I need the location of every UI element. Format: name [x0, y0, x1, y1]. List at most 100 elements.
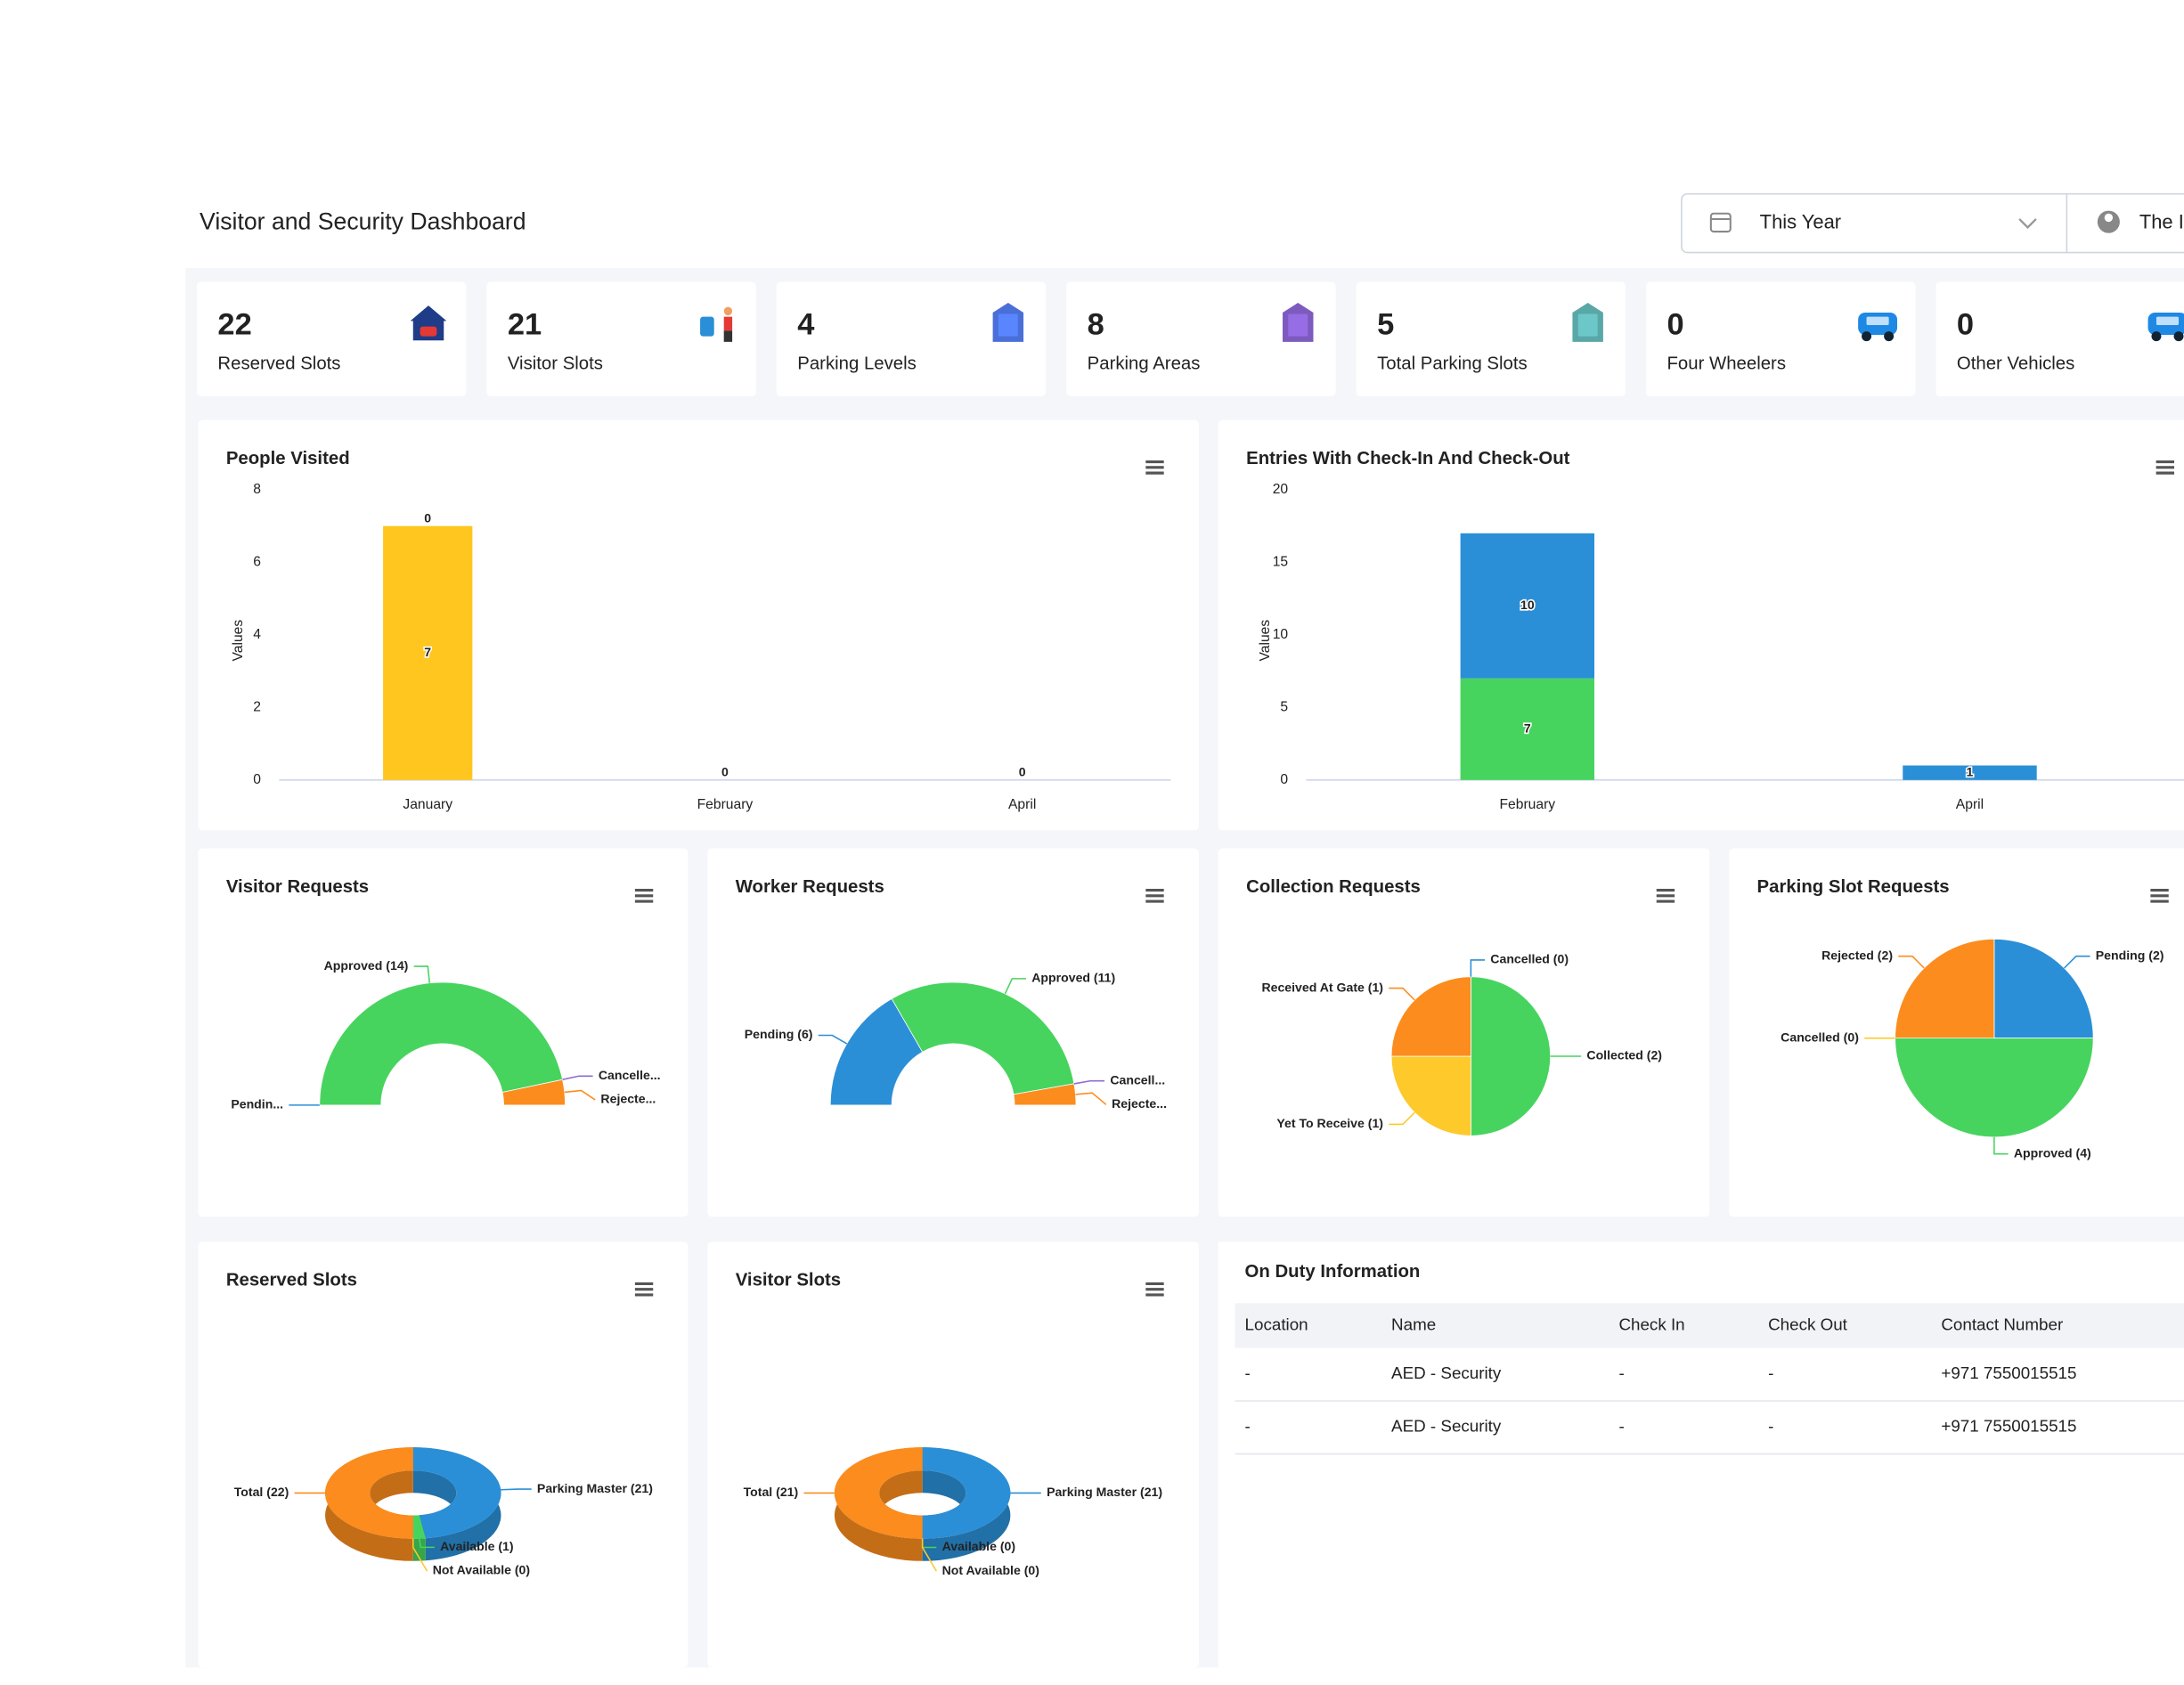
- stat-label: Other Vehicles: [1957, 354, 2074, 373]
- data-label: 7: [1524, 720, 1531, 735]
- data-label: 0: [721, 765, 729, 779]
- y-tick-label: 0: [253, 772, 261, 787]
- stat-icon: [1862, 331, 1872, 342]
- stat-label: Total Parking Slots: [1377, 354, 1528, 373]
- connector: [413, 965, 431, 983]
- slice-label: Pending (2): [2096, 948, 2164, 962]
- stat-icon: [723, 306, 733, 316]
- bar: [1460, 533, 1595, 679]
- slice-top: [412, 1447, 501, 1539]
- connector: [501, 1488, 532, 1491]
- stat-icon: [2173, 331, 2184, 342]
- slice-top: [922, 1447, 1011, 1539]
- y-axis-title: Values: [1258, 620, 1273, 662]
- connector: [1075, 1092, 1107, 1105]
- y-tick-label: 10: [1273, 627, 1289, 642]
- stat-card: [1066, 281, 1336, 396]
- slice-top: [891, 981, 1075, 1095]
- slice: [412, 1515, 426, 1561]
- stat-label: Parking Areas: [1088, 354, 1201, 373]
- connector: [921, 1538, 937, 1572]
- slice-top: [1895, 939, 1995, 1039]
- slice-top: [1993, 939, 2094, 1039]
- slice: [891, 981, 1075, 1095]
- slice: [325, 1447, 413, 1561]
- slice-label: Available (1): [440, 1539, 514, 1553]
- slice-label: Cancelled (0): [1781, 1030, 1859, 1044]
- y-tick-label: 5: [1280, 699, 1288, 714]
- slice: [922, 1447, 1011, 1561]
- slice-label: Cancell...: [1110, 1072, 1165, 1087]
- stat-value: 0: [1957, 308, 1974, 342]
- bar: [1903, 765, 2037, 780]
- data-label: 7: [424, 645, 431, 659]
- slice-label: Pendin...: [231, 1097, 283, 1111]
- stat-card: [1356, 281, 1626, 396]
- stat-icon: [420, 326, 437, 337]
- data-label: 10: [1520, 598, 1535, 612]
- slice-label: Parking Master (21): [537, 1481, 653, 1495]
- y-tick-label: 6: [253, 555, 261, 570]
- chevron: [2018, 218, 2037, 230]
- data-label: 0: [424, 511, 431, 525]
- period-label[interactable]: This Year: [1760, 210, 1841, 232]
- column-header: Location: [1245, 1315, 1308, 1333]
- connector: [818, 1034, 848, 1045]
- slice-label: Rejecte...: [1112, 1096, 1167, 1111]
- slice-label: Approved (4): [2014, 1145, 2091, 1160]
- slice-top: [325, 1447, 413, 1539]
- chart-title: Entries With Check-In And Check-Out: [1246, 449, 1570, 468]
- stat-icon: [1884, 331, 1895, 342]
- user-select[interactable]: The I: [2097, 210, 2184, 233]
- stat-label: Four Wheelers: [1667, 354, 1786, 373]
- connector: [419, 1538, 435, 1549]
- slice: [834, 1447, 923, 1561]
- slice-label: Not Available (0): [942, 1563, 1039, 1577]
- connector: [412, 1538, 428, 1572]
- stat-icon: [723, 330, 733, 342]
- stat-value: 5: [1377, 308, 1394, 342]
- stat-value: 4: [797, 308, 814, 342]
- table-cell: -: [1768, 1417, 1773, 1436]
- connector: [2064, 955, 2090, 969]
- stat-card: [776, 281, 1047, 396]
- connector: [562, 1075, 593, 1080]
- slice-top: [412, 1515, 426, 1539]
- connector: [1004, 978, 1026, 995]
- slice: [1390, 976, 1471, 1057]
- slice-top: [1470, 976, 1552, 1136]
- connector: [1470, 959, 1486, 977]
- slice-top: [1895, 1038, 2094, 1138]
- stat-icon: [1288, 313, 1308, 337]
- user-icon: [2104, 213, 2114, 223]
- slice: [1013, 1083, 1077, 1106]
- user-label[interactable]: The I: [2139, 210, 2184, 232]
- slice: [1895, 939, 1995, 1039]
- chart-title: Parking Slot Requests: [1757, 877, 1950, 897]
- stat-label: Visitor Slots: [508, 354, 603, 373]
- slice: [501, 1079, 566, 1106]
- connector: [1389, 987, 1415, 1001]
- slice: [1390, 1055, 1471, 1136]
- table-cell: +971 7550015515: [1941, 1417, 2076, 1436]
- chart-title: Visitor Requests: [226, 877, 369, 897]
- connector: [1389, 1111, 1415, 1126]
- stat-label: Reserved Slots: [217, 354, 340, 373]
- period-select[interactable]: This Year: [1681, 192, 2184, 254]
- select-box[interactable]: [1681, 192, 2184, 254]
- stat-value: 8: [1088, 308, 1104, 342]
- stat-icon: [410, 305, 447, 341]
- connector: [564, 1089, 596, 1101]
- y-tick-label: 0: [1280, 772, 1288, 787]
- column-header: Name: [1391, 1315, 1436, 1333]
- page-title: Visitor and Security Dashboard: [200, 208, 526, 235]
- stat-card: [196, 281, 467, 396]
- slice-label: Approved (11): [1031, 971, 1115, 985]
- stat-card: [1645, 281, 1916, 396]
- slice-label: Total (21): [744, 1485, 799, 1499]
- y-tick-label: 20: [1273, 482, 1289, 497]
- slice-label: Yet To Receive (1): [1276, 1116, 1383, 1130]
- data-label: 1: [1967, 764, 1974, 778]
- y-tick-label: 2: [253, 699, 261, 714]
- slice: [1470, 976, 1552, 1136]
